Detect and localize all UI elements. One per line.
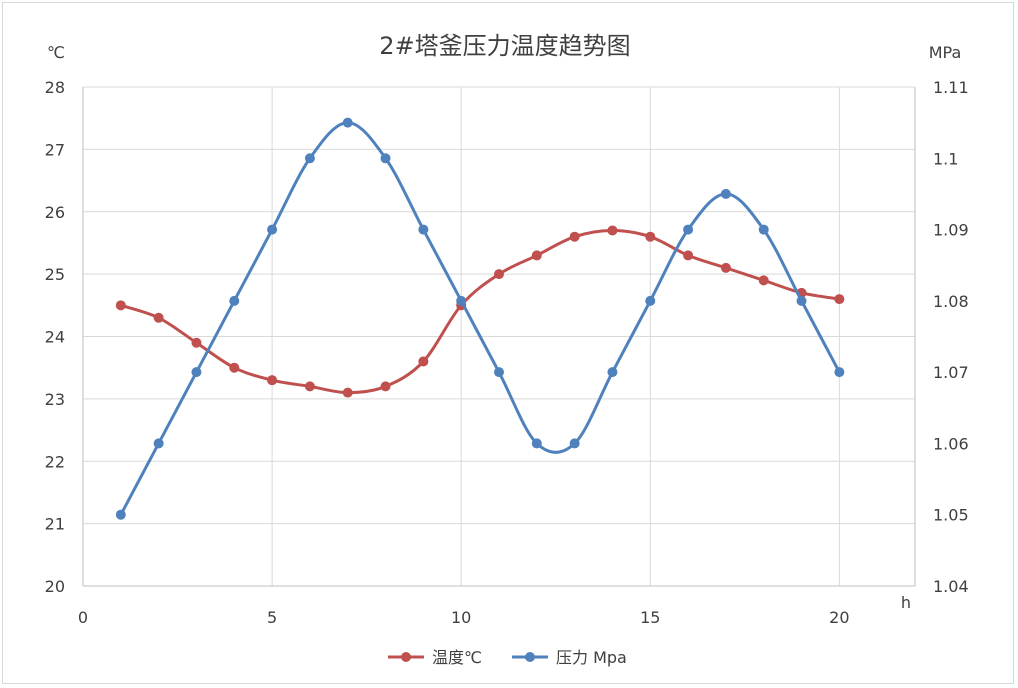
x-tick-label: 15 bbox=[640, 608, 660, 627]
data-point bbox=[456, 295, 467, 306]
data-point bbox=[569, 438, 580, 449]
series-2 bbox=[115, 117, 845, 520]
data-point bbox=[569, 231, 580, 242]
data-point bbox=[191, 367, 202, 378]
data-point bbox=[645, 295, 656, 306]
data-point bbox=[758, 224, 769, 235]
series-1 bbox=[115, 225, 845, 398]
y-right-tick-label: 1.08 bbox=[933, 292, 969, 311]
chart-title: 2#塔釜压力温度趋势图 bbox=[379, 32, 630, 60]
gridlines bbox=[82, 86, 916, 587]
data-point bbox=[304, 381, 315, 392]
left-axis-unit-label: ℃ bbox=[47, 43, 65, 62]
y-right-tick-label: 1.11 bbox=[933, 78, 969, 97]
x-axis-unit-label: h bbox=[901, 593, 911, 612]
data-point bbox=[683, 250, 694, 261]
y-left-tick-label: 20 bbox=[45, 577, 65, 596]
data-point bbox=[304, 153, 315, 164]
y-right-tick-label: 1.1 bbox=[933, 149, 958, 168]
data-point bbox=[115, 509, 126, 520]
y-left-tick-label: 22 bbox=[45, 452, 65, 471]
data-point bbox=[607, 225, 618, 236]
axes: 20 21 22 23 24 25 26 27 28 1.04 1.05 1.06 1.07 1.08 1.… bbox=[45, 78, 969, 627]
y-left-tick-label: 23 bbox=[45, 390, 65, 409]
data-point bbox=[758, 275, 769, 286]
data-point bbox=[115, 300, 126, 311]
y-left-tick-label: 28 bbox=[45, 78, 65, 97]
x-tick-label: 0 bbox=[78, 608, 88, 627]
data-point bbox=[531, 250, 542, 261]
y-right-tick-label: 1.06 bbox=[933, 434, 969, 453]
legend-marker bbox=[525, 652, 535, 662]
data-point bbox=[834, 294, 845, 305]
data-point bbox=[380, 381, 391, 392]
y-left-tick-label: 21 bbox=[45, 515, 65, 534]
x-tick-label: 20 bbox=[829, 608, 849, 627]
series-line bbox=[119, 121, 841, 516]
data-point bbox=[153, 438, 164, 449]
data-point bbox=[267, 224, 278, 235]
data-point bbox=[645, 231, 656, 242]
y-left-tick-label: 25 bbox=[45, 265, 65, 284]
legend: 温度℃ 压力 Mpa bbox=[388, 648, 627, 667]
y-right-tick-label: 1.09 bbox=[933, 221, 969, 240]
y-left-tick-label: 24 bbox=[45, 328, 65, 347]
data-point bbox=[494, 367, 504, 378]
legend-label: 压力 Mpa bbox=[556, 648, 627, 667]
y-left-tick-label: 26 bbox=[45, 203, 65, 222]
y-right-tick-label: 1.04 bbox=[933, 577, 969, 596]
data-point bbox=[342, 387, 353, 398]
data-point bbox=[153, 312, 164, 323]
data-point bbox=[494, 269, 504, 280]
data-point bbox=[267, 375, 278, 386]
data-point bbox=[531, 438, 542, 449]
data-point bbox=[683, 224, 694, 235]
right-axis-unit-label: MPa bbox=[929, 43, 962, 62]
data-point bbox=[380, 153, 391, 164]
x-tick-label: 5 bbox=[267, 608, 277, 627]
y-left-tick-label: 27 bbox=[45, 140, 65, 159]
data-point bbox=[342, 117, 353, 128]
data-point bbox=[229, 362, 240, 373]
data-point bbox=[229, 295, 240, 306]
series-layer bbox=[115, 117, 845, 520]
data-point bbox=[720, 188, 731, 199]
data-point bbox=[191, 337, 202, 348]
y-right-tick-label: 1.05 bbox=[933, 506, 969, 525]
data-point bbox=[796, 295, 807, 306]
data-point bbox=[720, 262, 731, 273]
data-point bbox=[418, 224, 429, 235]
data-point bbox=[418, 356, 429, 367]
y-right-tick-label: 1.07 bbox=[933, 363, 969, 382]
x-tick-label: 10 bbox=[451, 608, 471, 627]
data-point bbox=[607, 367, 618, 378]
legend-label: 温度℃ bbox=[432, 648, 482, 667]
legend-marker bbox=[401, 652, 411, 662]
data-point bbox=[834, 367, 845, 378]
